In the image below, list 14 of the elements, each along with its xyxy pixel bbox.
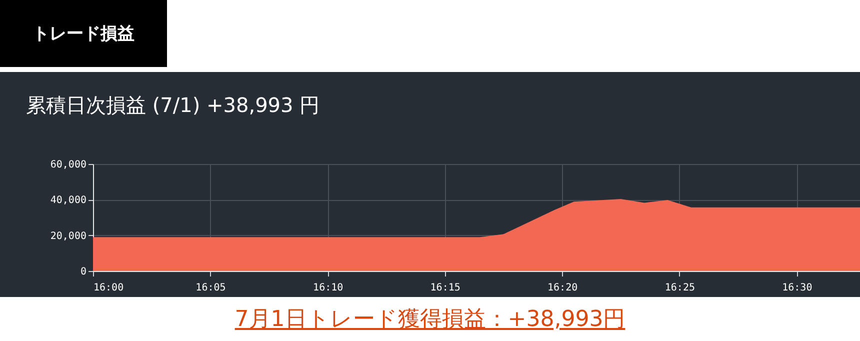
- x-tick-label: 16:25: [664, 282, 695, 294]
- chart-title: トレード損益: [0, 0, 167, 67]
- y-tick-label: 40,000: [50, 195, 86, 206]
- y-tick-label: 60,000: [50, 160, 86, 170]
- x-tick-label: 16:10: [313, 282, 344, 294]
- y-tick-label: 0: [80, 266, 86, 278]
- chart-subtitle: 累積日次損益 (7/1) +38,993 円: [26, 92, 320, 119]
- x-tick-label: 16:05: [196, 282, 226, 294]
- y-tick-label: 20,000: [50, 230, 86, 242]
- x-tick-label: 16:00: [94, 282, 124, 294]
- x-tick-label: 16:20: [548, 282, 578, 294]
- x-tick-label: 16:30: [782, 282, 812, 294]
- text: 7月1日トレード獲得損益：+38,993円: [234, 306, 626, 334]
- x-tick-label: 16:15: [430, 282, 460, 294]
